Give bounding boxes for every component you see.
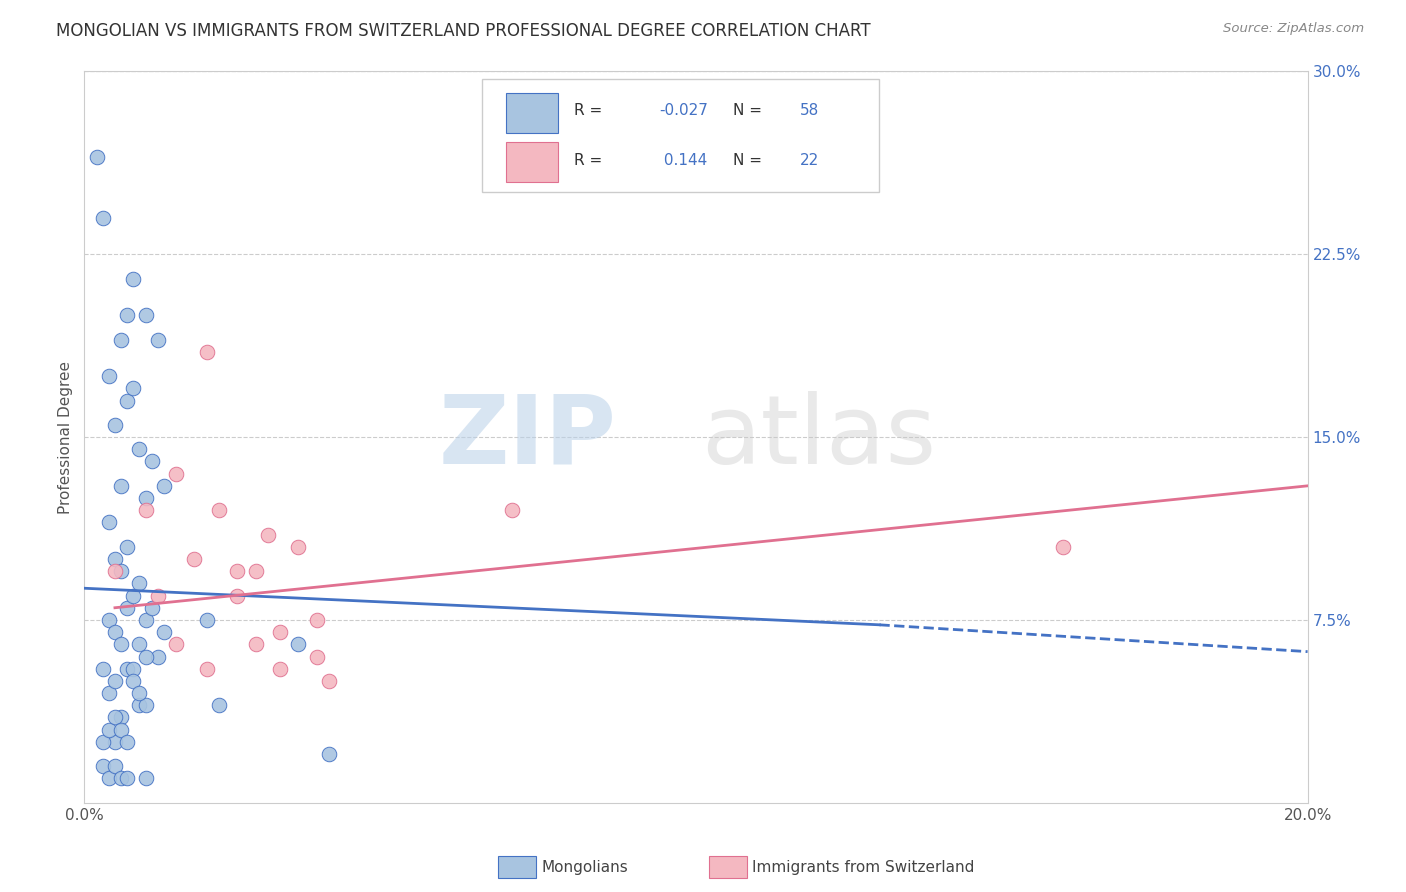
Point — [97, 772, 120, 786]
Point — [110, 333, 132, 347]
Point — [115, 772, 138, 786]
Point — [165, 637, 187, 651]
Text: 22: 22 — [800, 153, 820, 168]
Point — [110, 564, 132, 578]
Point — [97, 369, 120, 384]
Point — [115, 662, 138, 676]
Text: 58: 58 — [800, 103, 820, 118]
Point — [91, 211, 114, 225]
Text: Mongolians: Mongolians — [541, 860, 628, 874]
Point — [269, 662, 291, 676]
Point — [226, 564, 249, 578]
Text: N =: N = — [733, 103, 766, 118]
Point — [97, 686, 120, 700]
Point — [245, 564, 267, 578]
Point — [135, 772, 157, 786]
FancyBboxPatch shape — [482, 78, 880, 192]
Point — [141, 454, 163, 468]
Text: ZIP: ZIP — [439, 391, 616, 483]
Point — [104, 710, 127, 724]
Text: R =: R = — [574, 103, 607, 118]
Point — [115, 308, 138, 322]
Text: Immigrants from Switzerland: Immigrants from Switzerland — [752, 860, 974, 874]
Text: -0.027: -0.027 — [659, 103, 709, 118]
Point — [165, 467, 187, 481]
Point — [135, 698, 157, 713]
Point — [135, 308, 157, 322]
Point — [146, 589, 169, 603]
Point — [104, 552, 127, 566]
Point — [287, 637, 309, 651]
Point — [245, 637, 267, 651]
Point — [91, 759, 114, 773]
Point — [115, 540, 138, 554]
Point — [183, 552, 205, 566]
Text: MONGOLIAN VS IMMIGRANTS FROM SWITZERLAND PROFESSIONAL DEGREE CORRELATION CHART: MONGOLIAN VS IMMIGRANTS FROM SWITZERLAND… — [56, 22, 870, 40]
Point — [110, 479, 132, 493]
Point — [153, 479, 176, 493]
Point — [110, 723, 132, 737]
Point — [146, 649, 169, 664]
Text: N =: N = — [733, 153, 766, 168]
Point — [153, 625, 176, 640]
Point — [287, 540, 309, 554]
Point — [86, 150, 108, 164]
Point — [110, 710, 132, 724]
Y-axis label: Professional Degree: Professional Degree — [58, 360, 73, 514]
Point — [269, 625, 291, 640]
Text: atlas: atlas — [700, 391, 936, 483]
Point — [104, 417, 127, 432]
FancyBboxPatch shape — [506, 143, 558, 182]
Point — [97, 613, 120, 627]
Point — [135, 491, 157, 505]
Point — [128, 442, 150, 457]
Point — [128, 698, 150, 713]
Point — [97, 516, 120, 530]
Point — [135, 649, 157, 664]
Point — [110, 637, 132, 651]
Text: 0.144: 0.144 — [659, 153, 707, 168]
Point — [208, 503, 231, 517]
Point — [128, 637, 150, 651]
Point — [318, 747, 340, 761]
Point — [146, 333, 169, 347]
Point — [110, 772, 132, 786]
Point — [305, 613, 328, 627]
Point — [97, 723, 120, 737]
Point — [104, 759, 127, 773]
Point — [122, 271, 145, 285]
Point — [195, 344, 218, 359]
FancyBboxPatch shape — [506, 93, 558, 133]
Point — [104, 735, 127, 749]
Point — [305, 649, 328, 664]
Point — [91, 735, 114, 749]
Point — [195, 613, 218, 627]
Point — [115, 735, 138, 749]
Point — [128, 686, 150, 700]
Point — [115, 600, 138, 615]
Point — [318, 673, 340, 688]
Point — [135, 613, 157, 627]
Point — [91, 662, 114, 676]
Point — [1052, 540, 1074, 554]
Point — [135, 503, 157, 517]
Point — [115, 393, 138, 408]
Point — [122, 662, 145, 676]
Point — [257, 527, 280, 541]
Point — [128, 576, 150, 591]
Point — [141, 600, 163, 615]
Point — [195, 662, 218, 676]
Point — [226, 589, 249, 603]
Point — [104, 625, 127, 640]
Text: Source: ZipAtlas.com: Source: ZipAtlas.com — [1223, 22, 1364, 36]
Point — [122, 673, 145, 688]
Point — [502, 503, 524, 517]
Point — [208, 698, 231, 713]
Point — [104, 564, 127, 578]
Point — [122, 381, 145, 395]
Text: R =: R = — [574, 153, 607, 168]
Point — [104, 673, 127, 688]
Point — [122, 589, 145, 603]
